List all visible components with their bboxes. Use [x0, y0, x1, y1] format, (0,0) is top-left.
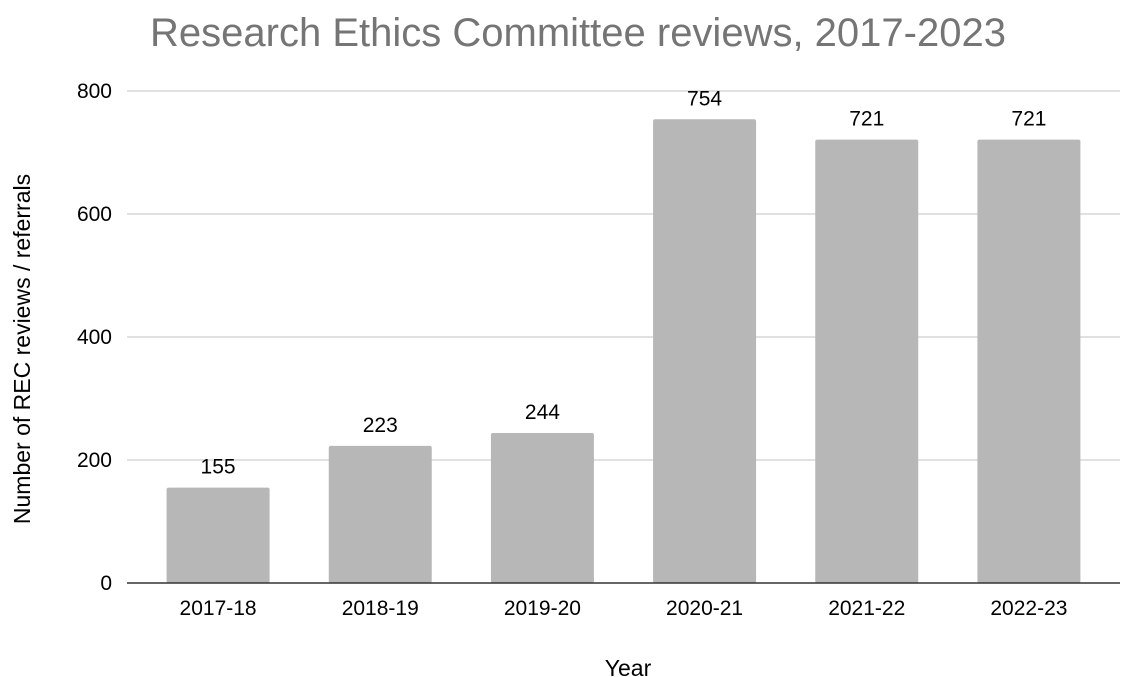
data-label: 223	[363, 414, 398, 437]
x-tick-label: 2018-19	[342, 597, 419, 620]
x-tick-label: 2022-23	[990, 597, 1067, 620]
data-label: 721	[849, 108, 884, 131]
y-axis-title: Number of REC reviews / referrals	[9, 174, 35, 524]
bar-2017-18	[166, 487, 270, 583]
chart-title: Research Ethics Committee reviews, 2017-…	[150, 11, 1006, 55]
bar-2022-23	[977, 139, 1081, 583]
x-axis-title: Year	[605, 655, 652, 677]
y-tick-label: 400	[77, 326, 112, 349]
data-label: 155	[201, 456, 236, 479]
y-tick-label: 600	[77, 203, 112, 226]
gridlines	[127, 90, 1120, 461]
data-label: 721	[1011, 108, 1046, 131]
x-tick-label: 2017-18	[180, 597, 257, 620]
bar-2018-19	[328, 445, 432, 583]
y-axis-ticks: 0 200 400 600 800	[77, 80, 112, 595]
data-label: 244	[525, 401, 560, 424]
x-tick-label: 2021-22	[828, 597, 905, 620]
x-tick-label: 2019-20	[504, 597, 581, 620]
bar-2020-21	[653, 119, 757, 583]
y-tick-label: 0	[100, 572, 112, 595]
x-axis-ticks: 2017-18 2018-19 2019-20 2020-21 2021-22 2022-…	[180, 597, 1068, 620]
bar-2021-22	[815, 139, 919, 583]
y-tick-label: 800	[77, 80, 112, 103]
x-tick-label: 2020-21	[666, 597, 743, 620]
bars	[166, 119, 1081, 583]
bar-2019-20	[490, 432, 594, 583]
data-labels: 155 223 244 754 721 721	[201, 87, 1047, 478]
y-tick-label: 200	[77, 449, 112, 472]
data-label: 754	[687, 87, 722, 110]
